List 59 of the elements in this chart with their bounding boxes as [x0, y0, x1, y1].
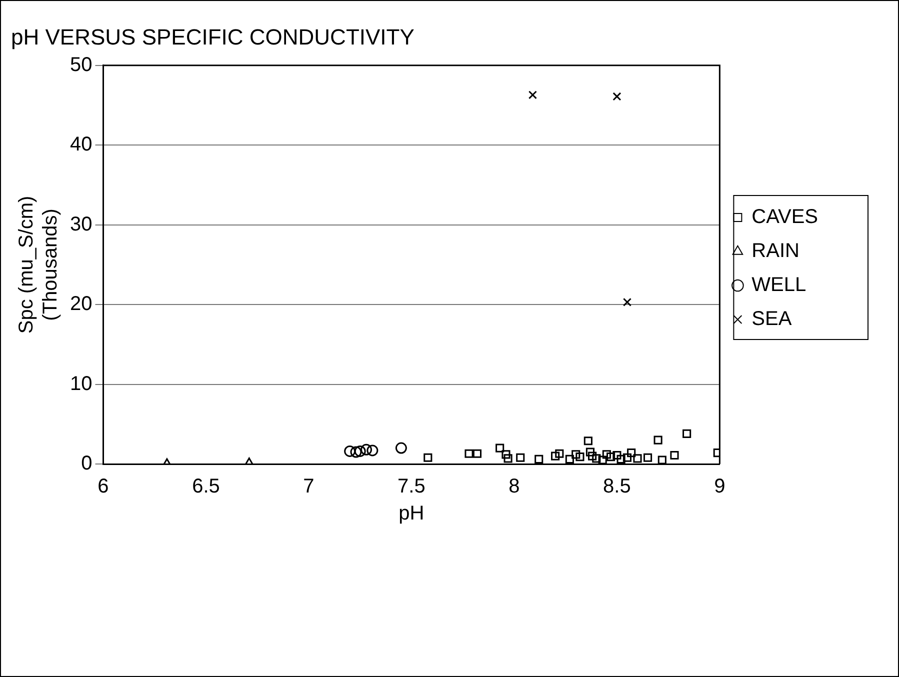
y-tick-label: 20: [70, 293, 92, 316]
x-tick-label: 9: [714, 476, 726, 498]
point: [354, 445, 366, 457]
y-tick-label: 40: [70, 134, 92, 156]
point: [622, 298, 632, 306]
y-tick-label: 30: [70, 213, 92, 236]
x-tick-label: 8: [508, 476, 520, 498]
point: [366, 444, 378, 456]
point: [504, 454, 512, 463]
point: [606, 452, 616, 462]
point: [616, 454, 626, 464]
point: [516, 453, 525, 462]
legend-label: WELL: [752, 274, 806, 296]
point: [350, 446, 362, 458]
point: [496, 444, 504, 452]
point: [586, 448, 595, 456]
point: [682, 429, 692, 438]
point: [551, 452, 560, 460]
legend-label: SEA: [752, 308, 792, 330]
point: [555, 449, 564, 458]
point: [627, 448, 636, 458]
point: [654, 436, 662, 444]
legend-label: CAVES: [752, 206, 818, 228]
x-tick-label: 7.5: [398, 476, 426, 498]
x-tick-label: 7: [303, 476, 314, 498]
chart-title: pH VERSUS SPECIFIC CONDUCTIVITY: [11, 24, 415, 50]
y-tick-label: 0: [81, 452, 92, 475]
point: [534, 454, 544, 464]
point: [670, 450, 679, 460]
point: [502, 450, 510, 459]
point: [344, 445, 356, 457]
legend-label: RAIN: [752, 240, 800, 262]
point: [612, 450, 622, 460]
point: [612, 92, 622, 101]
x-tick-label: 6.5: [192, 476, 220, 498]
point: [572, 450, 580, 459]
point: [584, 436, 592, 446]
point: [658, 456, 666, 464]
point: [643, 453, 652, 462]
point: [602, 450, 611, 459]
point: [528, 90, 537, 100]
point: [622, 453, 632, 462]
point: [472, 449, 482, 458]
point: [565, 454, 574, 464]
point: [592, 454, 601, 463]
point: [395, 442, 407, 454]
point: [588, 452, 597, 460]
point: [360, 444, 372, 456]
y-tick-label: 50: [70, 54, 92, 76]
x-tick-label: 8.5: [603, 476, 631, 498]
point: [464, 449, 474, 458]
x-tick-label: 6: [98, 476, 109, 498]
point: [576, 452, 584, 462]
point: [633, 454, 642, 463]
point: [598, 456, 607, 464]
y-axis-title: Spc (mu_S/cm) (Thousands): [16, 196, 62, 334]
y-tick-label: 10: [70, 372, 92, 395]
point: [424, 453, 432, 462]
x-axis-title: pH: [398, 502, 424, 525]
